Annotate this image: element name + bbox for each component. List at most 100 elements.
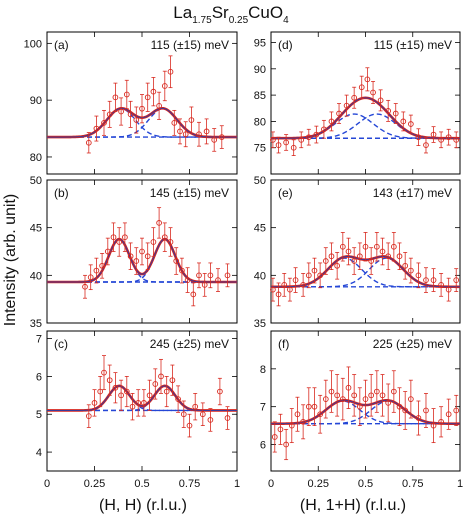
data-marker — [300, 418, 306, 425]
data-marker — [93, 267, 100, 274]
data-marker — [311, 403, 318, 410]
data-point — [385, 242, 392, 271]
data-marker — [391, 243, 397, 250]
x-axis-title-left: (H, H) (r.l.u.) — [99, 497, 187, 514]
data-marker — [345, 248, 352, 255]
data-point — [156, 207, 162, 239]
data-point — [345, 237, 352, 266]
data-marker — [356, 253, 363, 260]
data-marker — [336, 110, 342, 117]
data-point — [385, 383, 392, 423]
data-point — [135, 389, 142, 417]
data-point — [391, 232, 397, 262]
data-marker — [408, 396, 414, 402]
data-point — [396, 242, 403, 271]
data-marker — [139, 248, 145, 255]
data-marker — [135, 400, 142, 406]
data-marker — [368, 258, 375, 264]
data-marker — [161, 234, 168, 241]
figure-title: La1.75Sr0.25CuO4 — [173, 3, 289, 26]
data-marker — [177, 128, 183, 135]
data-point — [396, 387, 403, 426]
data-point — [373, 232, 380, 262]
data-marker — [203, 128, 210, 135]
data-marker — [298, 136, 305, 143]
data-marker — [305, 272, 312, 279]
data-marker — [271, 434, 278, 440]
data-point — [358, 75, 365, 99]
data-point — [328, 370, 335, 413]
data-point — [339, 377, 346, 421]
data-point — [423, 393, 429, 428]
y-tick-label: 4 — [36, 447, 42, 459]
data-marker — [415, 134, 422, 141]
data-point — [300, 273, 306, 297]
y-tick-label: 80 — [30, 152, 42, 164]
data-marker — [179, 267, 185, 274]
data-point — [156, 91, 162, 120]
data-marker — [281, 282, 288, 288]
data-marker — [110, 234, 117, 241]
y-tick-label: 7 — [36, 334, 42, 346]
data-marker — [139, 105, 145, 112]
data-marker — [358, 84, 365, 91]
data-marker — [133, 117, 140, 123]
data-point — [118, 379, 124, 411]
data-marker — [144, 94, 151, 101]
data-marker — [288, 422, 295, 429]
data-marker — [112, 94, 119, 101]
data-point — [93, 257, 100, 284]
panel-label: (f) — [278, 337, 289, 351]
data-point — [445, 128, 452, 146]
data-marker — [313, 131, 320, 138]
data-marker — [146, 392, 153, 399]
data-point — [139, 237, 145, 266]
data-point — [161, 222, 168, 252]
panel-c: 4 5 6 7 0 0.25 0.5 0.75 1 (c) 245 (±25) meV — [36, 330, 240, 490]
y-tick-label: 90 — [30, 95, 42, 107]
data-marker — [169, 377, 176, 384]
data-point — [453, 394, 460, 426]
data-point — [104, 237, 111, 266]
data-marker — [445, 286, 452, 293]
data-point — [305, 128, 312, 146]
data-marker — [408, 267, 414, 274]
data-point — [283, 134, 289, 151]
data-point — [85, 132, 92, 154]
data-marker — [351, 392, 358, 399]
data-marker — [186, 422, 193, 429]
data-marker — [317, 411, 323, 418]
data-marker — [122, 234, 128, 241]
data-point — [336, 103, 342, 124]
data-marker — [322, 258, 329, 264]
panel-label: (e) — [278, 186, 293, 200]
data-point — [373, 370, 380, 413]
data-point — [224, 406, 231, 430]
data-point — [391, 370, 397, 413]
y-tick-label: 35 — [254, 318, 266, 330]
data-marker — [192, 403, 199, 410]
data-point — [317, 394, 323, 434]
data-point — [288, 408, 295, 444]
data-marker — [218, 134, 225, 140]
data-point — [362, 232, 369, 262]
title-sub-sr: 0.25 — [229, 15, 249, 26]
data-point — [188, 106, 195, 134]
data-marker — [430, 277, 437, 283]
data-point — [408, 257, 414, 284]
data-point — [133, 247, 140, 275]
data-marker — [123, 388, 130, 395]
title-cuo: CuO — [248, 3, 283, 22]
data-point — [311, 387, 318, 426]
data-marker — [351, 258, 358, 264]
data-point — [379, 237, 386, 266]
data-point — [362, 379, 369, 419]
data-point — [218, 125, 225, 149]
data-point — [305, 262, 312, 289]
data-point — [101, 109, 107, 136]
data-point — [423, 136, 429, 154]
data-marker — [101, 120, 107, 126]
data-marker — [423, 142, 429, 148]
data-marker — [118, 392, 124, 399]
data-marker — [351, 94, 358, 101]
